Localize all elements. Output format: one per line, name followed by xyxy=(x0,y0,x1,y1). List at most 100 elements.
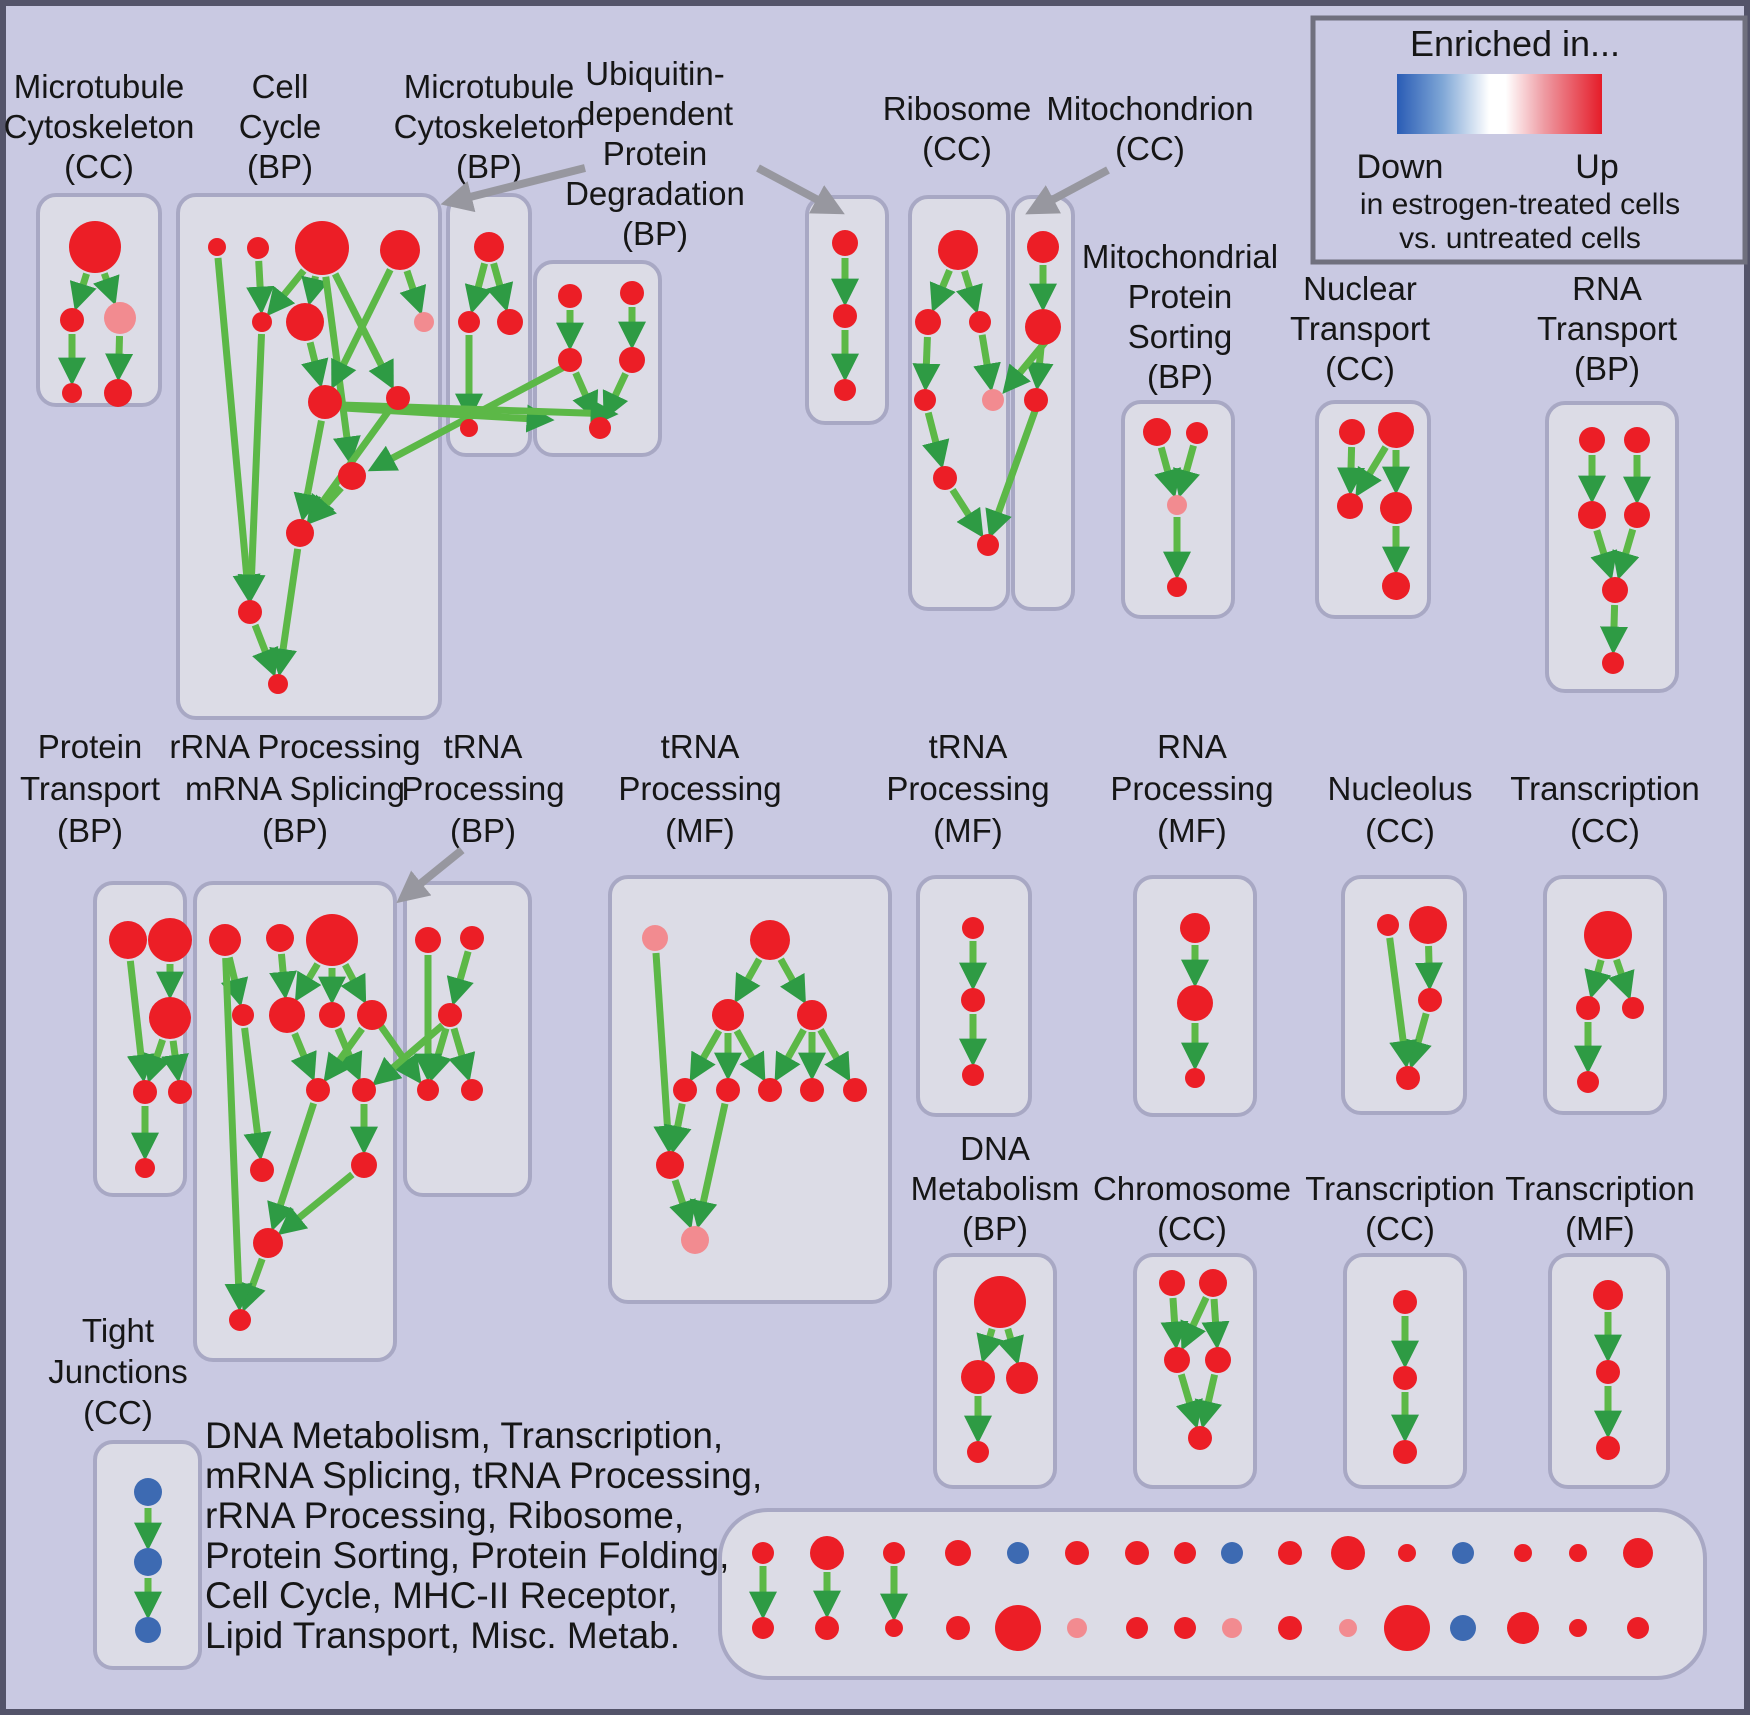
cluster-label-ribosome-cc: Ribosome xyxy=(883,90,1032,127)
edge-arrow xyxy=(322,276,361,465)
go-term-node-red xyxy=(1384,1605,1430,1651)
edge-arrow xyxy=(1590,529,1618,581)
go-term-node-red xyxy=(60,308,84,332)
go-term-node-red xyxy=(386,386,410,410)
edge-arrow xyxy=(222,957,253,1312)
edge-arrow xyxy=(269,548,302,677)
go-term-node-pink xyxy=(414,312,434,332)
edge-arrow xyxy=(301,341,329,389)
go-term-node-pink xyxy=(681,1226,709,1254)
go-term-node-red xyxy=(338,462,366,490)
edge-arrow xyxy=(1386,937,1418,1069)
go-term-node-red xyxy=(716,1078,740,1102)
edge-arrow xyxy=(734,957,763,1004)
edge-arrow xyxy=(922,411,950,469)
go-term-node-red xyxy=(438,1003,462,1027)
cluster-label-tight-junctions-cc: Tight xyxy=(82,1312,154,1349)
go-term-node-red xyxy=(1174,1617,1196,1639)
go-term-node-red xyxy=(1584,911,1632,959)
go-term-node-red xyxy=(1174,1542,1196,1564)
cluster-label-mitochondrial-protein-sorting-bp: Mitochondrial xyxy=(1082,238,1278,275)
edge-arrow xyxy=(267,1102,317,1232)
edge-arrow xyxy=(301,275,329,307)
go-term-node-red xyxy=(109,921,147,959)
cluster-label-ubiquitin-dependent-protein-degradation-bp: (BP) xyxy=(622,215,688,252)
go-term-node-red xyxy=(69,221,121,273)
go-term-node-red xyxy=(938,230,978,270)
cluster-label-trna-processing-bp: tRNA xyxy=(444,728,523,765)
go-term-node-red xyxy=(306,1078,330,1102)
go-term-node-pink xyxy=(104,302,136,334)
edge-arrow xyxy=(774,1028,807,1082)
go-term-node-red xyxy=(1378,412,1414,448)
go-term-node-red xyxy=(308,385,342,419)
cluster-label-transcription-cc-1: Transcription xyxy=(1510,770,1700,807)
cluster-label-ribosome-cc: (CC) xyxy=(922,130,992,167)
cluster-label-rna-transport-bp: (BP) xyxy=(1574,350,1640,387)
edge-arrow xyxy=(572,371,599,421)
go-term-node-red xyxy=(961,988,985,1012)
go-term-node-red xyxy=(1278,1541,1302,1565)
go-term-node-red xyxy=(834,379,856,401)
cluster-label-nuclear-transport-cc: (CC) xyxy=(1325,350,1395,387)
edge-arrow xyxy=(306,407,393,524)
go-term-node-red xyxy=(712,999,744,1031)
cluster-label-chromosome-cc: Chromosome xyxy=(1093,1170,1291,1207)
edge-arrow xyxy=(290,1032,317,1082)
cluster-label-microtubule-cytoskeleton-bp: (BP) xyxy=(456,148,522,185)
go-term-node-red xyxy=(1186,422,1208,444)
go-term-node-red xyxy=(1377,914,1399,936)
go-term-node-red xyxy=(1576,996,1600,1020)
go-term-node-red xyxy=(1164,1347,1190,1373)
cluster-label-trna-processing-mf-1: (MF) xyxy=(665,812,735,849)
go-term-node-red xyxy=(1569,1544,1587,1562)
go-term-node-red xyxy=(252,312,272,332)
edge-arrow xyxy=(976,1327,1004,1364)
go-term-node-pink xyxy=(1067,1618,1087,1638)
go-term-node-red xyxy=(967,1441,989,1463)
go-term-node-pink xyxy=(1339,1619,1357,1637)
go-term-node-red xyxy=(962,1064,984,1086)
go-term-node-red xyxy=(885,1619,903,1637)
go-term-node-red xyxy=(351,1152,377,1178)
go-term-node-red xyxy=(104,379,132,407)
go-term-node-red xyxy=(962,917,984,939)
cluster-label-trna-processing-mf-1: Processing xyxy=(618,770,781,807)
go-term-node-red xyxy=(415,927,441,953)
go-term-node-red xyxy=(1569,1619,1587,1637)
go-term-node-red xyxy=(946,1616,970,1640)
edge-arrow xyxy=(372,1022,445,1086)
mitochondrion-pointer xyxy=(1025,166,1110,215)
edge-arrow xyxy=(277,1171,355,1236)
go-term-node-red xyxy=(497,309,523,335)
edge-arrow xyxy=(973,334,1001,392)
edge-arrow xyxy=(912,336,941,392)
edge-arrow xyxy=(340,963,367,1005)
go-term-node-red xyxy=(250,1158,274,1182)
ubiquitin-pointer-left xyxy=(440,164,586,213)
edge-arrow xyxy=(1172,444,1200,498)
go-term-node-red xyxy=(945,1540,971,1566)
cluster-label-transcription-cc-2: (CC) xyxy=(1365,1210,1435,1247)
go-term-node-red xyxy=(149,997,191,1039)
go-term-node-red xyxy=(815,1616,839,1640)
cluster-label-transcription-mf: Transcription xyxy=(1505,1170,1695,1207)
go-term-node-red xyxy=(1167,577,1187,597)
go-term-node-red xyxy=(673,1078,697,1102)
cluster-label-nuclear-transport-cc: Nuclear xyxy=(1303,270,1417,307)
edge-arrow xyxy=(214,257,261,603)
cluster-label-dna-metabolism-bp: Metabolism xyxy=(911,1170,1080,1207)
go-term-node-red xyxy=(458,311,480,333)
edge-arrow xyxy=(777,957,806,1005)
go-term-node-red xyxy=(1027,231,1059,263)
go-term-node-red xyxy=(135,1158,155,1178)
go-term-node-red xyxy=(620,281,644,305)
edge-arrow xyxy=(949,487,984,538)
edge-arrow xyxy=(929,268,956,313)
go-term-node-blue xyxy=(1221,1542,1243,1564)
edge-arrow xyxy=(1002,339,1049,395)
edge-arrow xyxy=(424,1027,452,1082)
go-term-node-red xyxy=(977,534,999,556)
